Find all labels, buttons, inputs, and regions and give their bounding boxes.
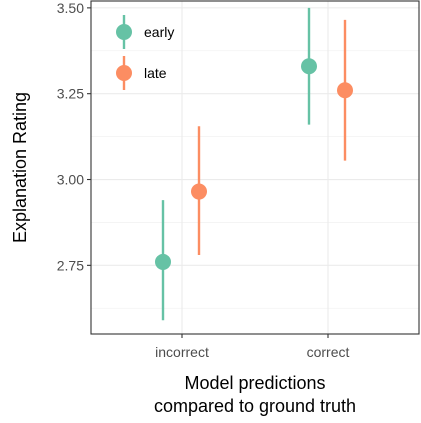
data-point-late-incorrect: [191, 183, 207, 200]
y-tick-label: 3.00: [57, 172, 84, 188]
x-tick-label: incorrect: [155, 344, 209, 360]
x-axis-title-line: compared to ground truth: [154, 396, 356, 416]
data-point-early-incorrect: [155, 253, 171, 270]
legend-label-early: early: [144, 24, 174, 40]
x-axis-title: Model predictions compared to ground trut…: [154, 373, 356, 416]
y-tick-label: 2.75: [57, 257, 84, 273]
y-tick-label: 3.25: [57, 86, 84, 102]
legend-point-early: [116, 24, 132, 40]
data-point-early-correct: [301, 58, 317, 75]
y-tick-label: 3.50: [57, 0, 84, 16]
plot-panel: [91, 1, 419, 334]
grid-layer: [91, 1, 419, 334]
y-axis-title: Explanation Rating: [10, 92, 30, 243]
data-point-late-correct: [337, 82, 353, 99]
x-tick-label: correct: [307, 344, 350, 360]
legend-layer: early late: [116, 15, 174, 90]
x-axis-title-line: Model predictions: [184, 373, 325, 393]
legend-label-late: late: [144, 65, 167, 81]
legend-point-late: [116, 65, 132, 81]
marks-layer: [155, 7, 353, 321]
plot-border: [90, 0, 420, 335]
axis-layer: 2.75 3.00 3.25 3.50 incorrect correct: [57, 0, 350, 360]
